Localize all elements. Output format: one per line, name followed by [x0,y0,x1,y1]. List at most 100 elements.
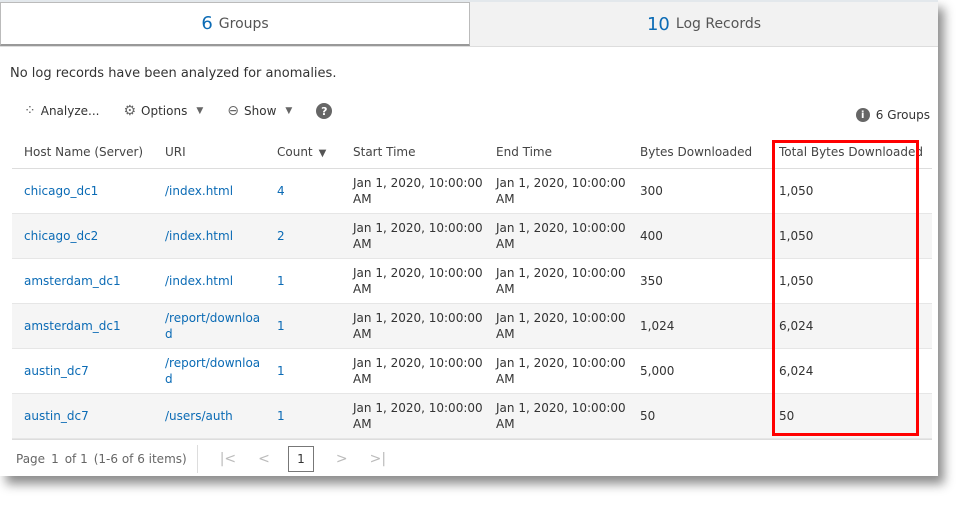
help-icon[interactable]: ? [316,103,333,119]
uri-link[interactable]: /users/auth [165,408,233,423]
table-cell: /index.html [153,258,265,304]
analyze-button[interactable]: ⁘ Analyze... [24,103,99,119]
table-row[interactable]: austin_dc7/report/download 1 Jan 1, 2020, … [12,348,932,394]
table-cell: /report/download [153,348,265,394]
host-link[interactable]: austin_dc7 [24,363,89,378]
groups-count: 6 [201,13,213,34]
start-time: Jan 1, 2020, 10:00:00 AM [353,355,483,386]
page-total: of 1 [64,452,88,466]
column-header[interactable]: Start Time [341,137,484,169]
bytes-downloaded: 50 [640,408,656,423]
scatter-chart-icon: ⁘ [24,103,36,119]
column-header-label: Start Time [353,145,416,160]
count-link[interactable]: 2 [277,228,285,243]
end-time: Jan 1, 2020, 10:00:00 AM [496,265,626,296]
table-cell: 300 [628,168,767,214]
first-page-icon[interactable]: |< [219,451,237,467]
table-cell: Jan 1, 2020, 10:00:00 AM [341,393,484,439]
bytes-downloaded: 400 [640,228,663,243]
toolbar: ⁘ Analyze... ⚙ Options ▼ ⊖ Show ▼ ? [24,103,333,119]
tab-label: Log Records [675,16,762,32]
table-row[interactable]: austin_dc7/users/auth 1 Jan 1, 2020, 10:00… [12,393,932,439]
tab-label: Groups [218,15,269,32]
end-time: Jan 1, 2020, 10:00:00 AM [496,175,626,206]
highlight-box [772,140,919,436]
table-cell: Jan 1, 2020, 10:00:00 AM [484,393,628,439]
total-bytes-downloaded: 6,024 [779,363,814,378]
total-bytes-downloaded: 6,024 [779,318,814,333]
table-cell: 1,050 [767,213,932,259]
bytes-downloaded: 1,024 [640,318,675,333]
table-cell: 1 [265,393,341,439]
uri-link[interactable]: /report/download [165,355,261,386]
column-header-label: Count [277,145,313,160]
table-cell: amsterdam_dc1 [12,258,153,304]
end-time: Jan 1, 2020, 10:00:00 AM [496,355,626,386]
table-row[interactable]: amsterdam_dc1/index.html 1 Jan 1, 2020, 10… [12,258,932,304]
column-header[interactable]: End Time [484,137,628,169]
table-cell: Jan 1, 2020, 10:00:00 AM [341,348,484,394]
count-link[interactable]: 1 [277,408,285,423]
next-page-icon[interactable]: > [335,451,348,467]
table-row[interactable]: chicago_dc2/index.html 2 Jan 1, 2020, 10:0… [12,213,932,259]
total-bytes-downloaded: 1,050 [779,273,814,288]
options-menu[interactable]: ⚙ Options ▼ [123,103,203,119]
table-cell: Jan 1, 2020, 10:00:00 AM [484,258,628,304]
tab-groups[interactable]: 6 Groups [0,2,470,46]
column-header[interactable]: Count ▼ [265,137,341,169]
table-cell: Jan 1, 2020, 10:00:00 AM [341,258,484,304]
bytes-downloaded: 300 [640,183,663,198]
count-link[interactable]: 1 [277,318,285,333]
sort-desc-icon[interactable]: ▼ [318,148,327,160]
table-row[interactable]: chicago_dc1/index.html 4 Jan 1, 2020, 10:0… [12,168,932,214]
uri-link[interactable]: /index.html [165,228,234,243]
host-link[interactable]: chicago_dc1 [24,183,99,198]
host-link[interactable]: amsterdam_dc1 [24,318,121,333]
table-cell: 5,000 [628,348,767,394]
table-cell: 1,024 [628,303,767,349]
table-cell: 6,024 [767,348,932,394]
host-link[interactable]: austin_dc7 [24,408,89,423]
table-cell: 6,024 [767,303,932,349]
options-label: Options [141,104,188,118]
host-link[interactable]: amsterdam_dc1 [24,273,121,288]
table-cell: Jan 1, 2020, 10:00:00 AM [341,168,484,214]
end-time: Jan 1, 2020, 10:00:00 AM [496,220,626,251]
uri-link[interactable]: /index.html [165,183,234,198]
table-cell: /index.html [153,168,265,214]
page-number: 1 [51,452,59,466]
column-header[interactable]: Host Name (Server) [12,137,153,169]
bytes-downloaded: 350 [640,273,663,288]
table-cell: chicago_dc2 [12,213,153,259]
start-time: Jan 1, 2020, 10:00:00 AM [353,265,483,296]
item-range: (1-6 of 6 items) [93,452,187,466]
show-menu[interactable]: ⊖ Show ▼ [227,103,292,119]
table-cell: Jan 1, 2020, 10:00:00 AM [484,213,628,259]
show-label: Show [244,104,277,118]
uri-link[interactable]: /report/download [165,310,261,341]
column-header-label: Bytes Downloaded [640,145,753,160]
count-link[interactable]: 1 [277,363,285,378]
table-cell: Jan 1, 2020, 10:00:00 AM [341,213,484,259]
prev-page-icon[interactable]: < [258,451,270,467]
count-link[interactable]: 4 [277,183,285,198]
end-time: Jan 1, 2020, 10:00:00 AM [496,400,626,431]
uri-link[interactable]: /index.html [165,273,234,288]
table-cell: Jan 1, 2020, 10:00:00 AM [341,303,484,349]
group-count: i 6 Groups [855,108,930,122]
start-time: Jan 1, 2020, 10:00:00 AM [353,400,483,431]
last-page-icon[interactable]: >| [369,451,387,467]
current-page-button[interactable]: 1 [287,446,314,472]
table-cell: austin_dc7 [12,393,153,439]
tab-log-records[interactable]: 10 Log Records [470,2,938,46]
panel: 6 Groups 10 Log Records No log records hav… [0,0,938,473]
column-header[interactable]: URI [153,137,265,169]
total-bytes-downloaded: 1,050 [779,228,814,243]
zoom-out-icon: ⊖ [227,103,239,119]
table-cell: 400 [628,213,767,259]
host-link[interactable]: chicago_dc2 [24,228,99,243]
group-count-label: 6 Groups [875,108,930,122]
column-header[interactable]: Bytes Downloaded [628,137,767,169]
count-link[interactable]: 1 [277,273,285,288]
table-row[interactable]: amsterdam_dc1/report/download 1 Jan 1, 202… [12,303,932,349]
